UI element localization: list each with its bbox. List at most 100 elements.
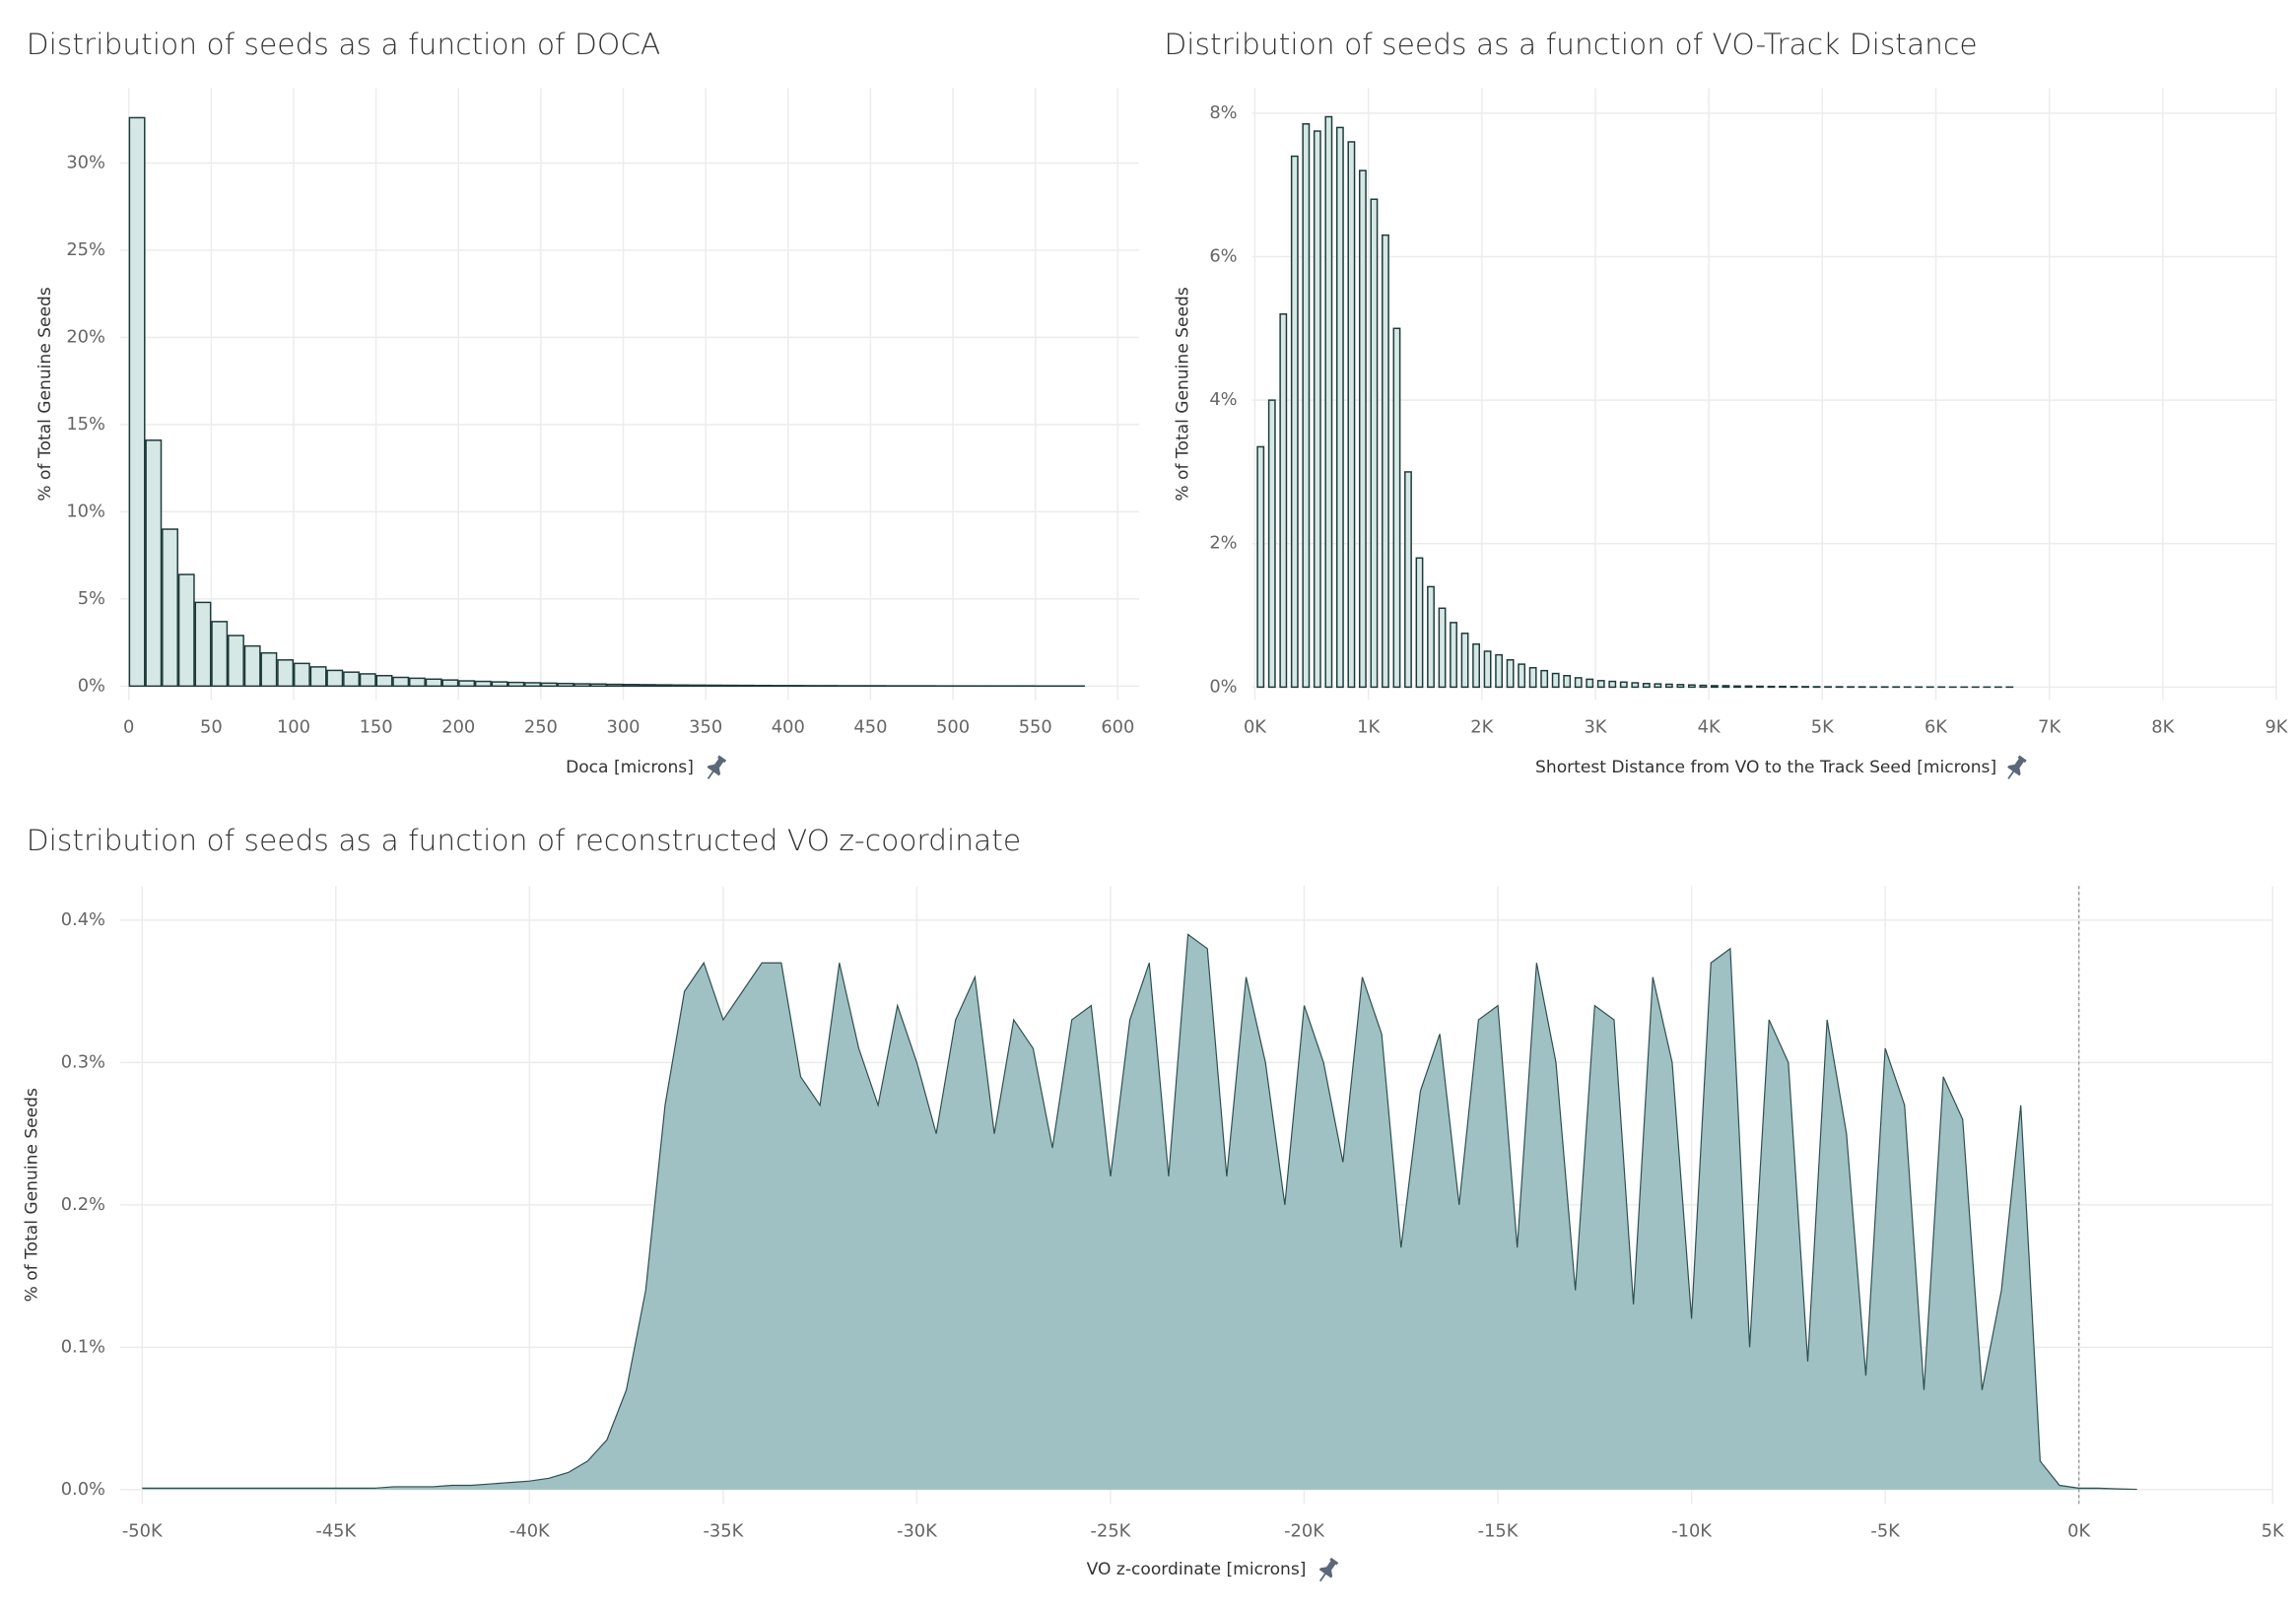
bar [1722,685,1730,689]
bar [1631,682,1640,689]
bar [1279,312,1288,689]
chart: Distribution of seeds as a function of D… [27,28,1140,777]
x-tick-label: 150 [360,717,393,738]
y-axis-title: % of Total Genuine Seeds [1174,287,1193,501]
pin-icon [707,755,727,779]
x-tick-label: 350 [689,717,722,738]
x-tick-label: 1K [1357,717,1381,738]
bar [1483,650,1492,689]
bar [375,674,393,688]
bar [706,684,722,688]
bar [672,684,690,688]
bar [1744,685,1753,689]
y-tick-label: 25% [66,239,105,260]
x-axis-title: Doca [microns] [566,758,694,777]
x-tick-label: -40K [509,1521,551,1542]
bar [1267,399,1276,689]
x-tick-label: 6K [1925,717,1948,738]
pin-icon [1318,1557,1339,1582]
x-tick-label: -20K [1284,1521,1325,1542]
y-tick-label: 4% [1209,389,1237,410]
x-tick-label: -25K [1091,1521,1132,1542]
bar [1460,633,1469,689]
bar [162,528,178,688]
bar [145,439,163,688]
bar [326,669,344,688]
area-line [142,933,2137,1491]
bar [524,682,541,688]
x-tick-label: 0 [123,717,134,738]
bar [1450,622,1457,689]
bar [491,681,508,688]
x-axis-title: Shortest Distance from VO to the Track S… [1535,758,1996,777]
bar [1256,445,1265,689]
x-tick-label: 600 [1101,717,1134,738]
x-tick-label: -10K [1671,1521,1713,1542]
x-tick-label: -45K [315,1521,357,1542]
y-tick-label: 6% [1209,245,1237,266]
bar [359,673,376,688]
bar [1733,685,1741,689]
bar [655,684,673,688]
bar [1495,653,1504,689]
bar [425,678,442,688]
bar [1472,642,1480,689]
x-tick-label: 550 [1019,717,1052,738]
x-tick-label: 7K [2038,717,2061,738]
x-tick-label: 2K [1470,717,1494,738]
bar [1790,686,1798,689]
bar [689,684,707,688]
x-tick-label: 5K [2262,1521,2285,1542]
chart: Distribution of seeds as a function of V… [1164,28,2288,777]
y-tick-label: 0.4% [61,909,105,930]
bar [1382,234,1389,689]
bar [1347,141,1356,689]
bar [640,684,657,688]
bar [458,680,476,688]
y-tick-label: 30% [66,152,105,172]
chart-title: Distribution of seeds as a function of V… [1164,28,1977,62]
bar [540,682,558,688]
y-tick-label: 0.2% [61,1194,105,1215]
bar [574,683,591,688]
x-tick-label: 450 [853,717,887,738]
bar [1654,683,1662,689]
bar [1586,678,1594,689]
bar [1574,677,1583,689]
bar [194,601,212,688]
bar [409,677,426,688]
bar [1528,666,1537,689]
bar [1324,115,1333,689]
bar [1676,684,1685,689]
x-tick-label: 0K [1244,717,1267,738]
bar [1608,680,1617,689]
x-tick-label: 5K [1811,717,1835,738]
pin-icon [2007,755,2027,779]
x-tick-label: 9K [2264,717,2288,738]
x-axis-title: VO z-coordinate [microns] [1087,1560,1307,1579]
x-tick-label: 400 [772,717,805,738]
bar [260,651,278,688]
bar [128,116,146,688]
y-tick-label: 5% [78,588,105,609]
bar [243,644,261,688]
x-tick-label: -50K [122,1521,164,1542]
bar [441,679,459,688]
bar [293,662,310,688]
bar [1415,557,1424,689]
x-tick-label: 4K [1698,717,1722,738]
y-tick-label: 15% [66,414,105,435]
bar [787,685,805,688]
x-tick-label: 8K [2151,717,2175,738]
x-tick-label: 3K [1584,717,1607,738]
bar [277,659,295,688]
bar [589,683,607,688]
bar [1392,327,1401,689]
x-tick-label: 300 [607,717,641,738]
y-tick-label: 8% [1209,102,1237,123]
bar [1506,658,1515,689]
bar [557,682,574,688]
x-tick-label: -35K [703,1521,744,1542]
bar [1619,681,1628,689]
